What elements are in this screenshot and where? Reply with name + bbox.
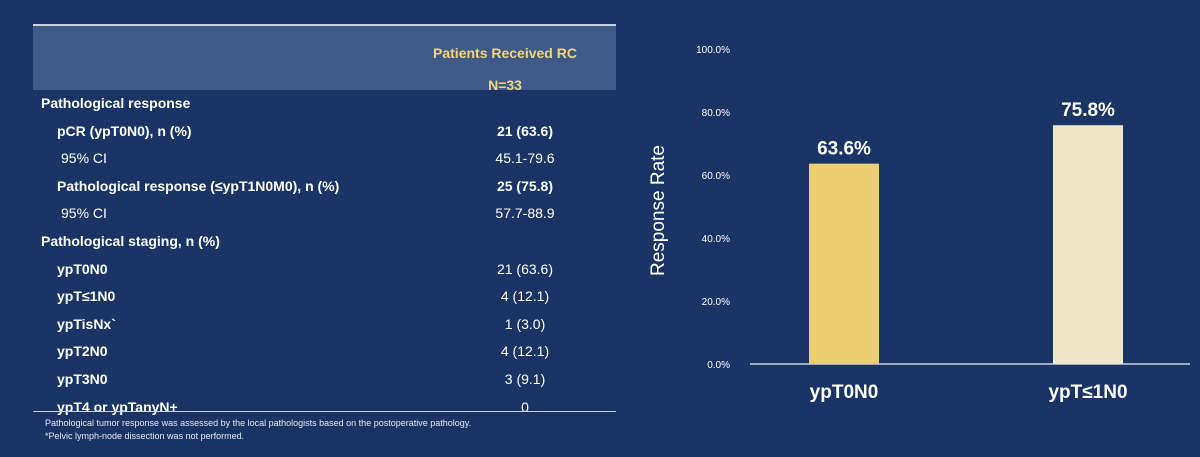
row-value: 21 (63.6) xyxy=(496,122,554,139)
table-row: ypT0N0 21 (63.6) xyxy=(33,256,616,282)
y-tick-label: 40.0% xyxy=(702,234,730,245)
row-value: 57.7-88.9 xyxy=(495,205,555,222)
table-row: 95% CI 45.1-79.6 xyxy=(33,145,616,171)
table-row: ypT≤1N0 4 (12.1) xyxy=(33,283,616,309)
table-row: Pathological response (≤ypT1N0M0), n (%)… xyxy=(33,173,616,199)
row-label: ypT0N0 xyxy=(57,260,108,277)
table-bottom-rule xyxy=(33,411,616,412)
table-row: ypTisNx` 1 (3.0) xyxy=(33,311,616,337)
row-value: 0 xyxy=(521,398,529,415)
bar xyxy=(1053,125,1123,364)
header-n-label: N=33 xyxy=(488,77,522,93)
table-top-rule xyxy=(33,24,616,26)
table-row: Pathological staging, n (%) xyxy=(33,228,616,254)
table-row: 95% CI 57.7-88.9 xyxy=(33,200,616,226)
response-rate-chart: 0.0% 20.0% 40.0% 60.0% 80.0% 100.0% Response R… xyxy=(648,45,1190,403)
row-label: ypT2N0 xyxy=(57,343,108,360)
y-tick-label: 20.0% xyxy=(702,297,730,308)
row-value: 4 (12.1) xyxy=(500,343,550,360)
row-label: pCR (ypT0N0), n (%) xyxy=(57,122,192,139)
row-label: ypT3N0 xyxy=(57,371,108,387)
table-row: ypT2N0 4 (12.1) xyxy=(33,338,616,364)
header-group-label: Patients Received RC xyxy=(433,45,577,61)
row-value: 25 (75.8) xyxy=(496,177,554,194)
row-label: ypTisNx` xyxy=(57,315,116,332)
x-category-label: ypT≤1N0 xyxy=(1048,382,1127,403)
row-label: Pathological response xyxy=(41,95,191,111)
y-axis-label: Response Rate xyxy=(648,145,669,276)
row-label: ypT4 or ypTanyN+ xyxy=(57,398,178,415)
x-category-label: ypT0N0 xyxy=(810,382,879,403)
footnote-1: Pathological tumor response was assessed… xyxy=(45,418,472,428)
bar xyxy=(809,163,879,364)
table-row: ypT4 or ypTanyN+ 0 xyxy=(33,394,616,420)
row-value: 3 (9.1) xyxy=(504,371,546,387)
row-label: Pathological response (≤ypT1N0M0), n (%) xyxy=(57,177,340,194)
footnote-2: *Pelvic lymph-node dissection was not pe… xyxy=(45,431,245,441)
y-tick-label: 80.0% xyxy=(702,108,730,119)
row-value: 1 (3.0) xyxy=(504,315,546,332)
row-value: 45.1-79.6 xyxy=(495,150,555,167)
y-tick-label: 0.0% xyxy=(707,360,730,371)
table-row: pCR (ypT0N0), n (%) 21 (63.6) xyxy=(33,118,616,144)
table-row: Pathological response xyxy=(33,90,616,116)
y-tick-label: 60.0% xyxy=(702,171,730,182)
results-table: Patients Received RC N=33 Pathological r… xyxy=(33,24,616,441)
bar-data-label: 75.8% xyxy=(1061,100,1115,121)
row-value: 4 (12.1) xyxy=(500,288,550,305)
table-header: Patients Received RC N=33 xyxy=(33,26,616,93)
row-label: ypT≤1N0 xyxy=(57,288,116,305)
row-value: 21 (63.6) xyxy=(496,260,554,277)
y-tick-label: 100.0% xyxy=(696,45,730,56)
row-label: 95% CI xyxy=(61,205,107,222)
bar-data-label: 63.6% xyxy=(817,139,871,160)
table-row: ypT3N0 3 (9.1) xyxy=(33,366,616,392)
row-label: Pathological staging, n (%) xyxy=(41,233,220,249)
row-label: 95% CI xyxy=(61,150,107,167)
